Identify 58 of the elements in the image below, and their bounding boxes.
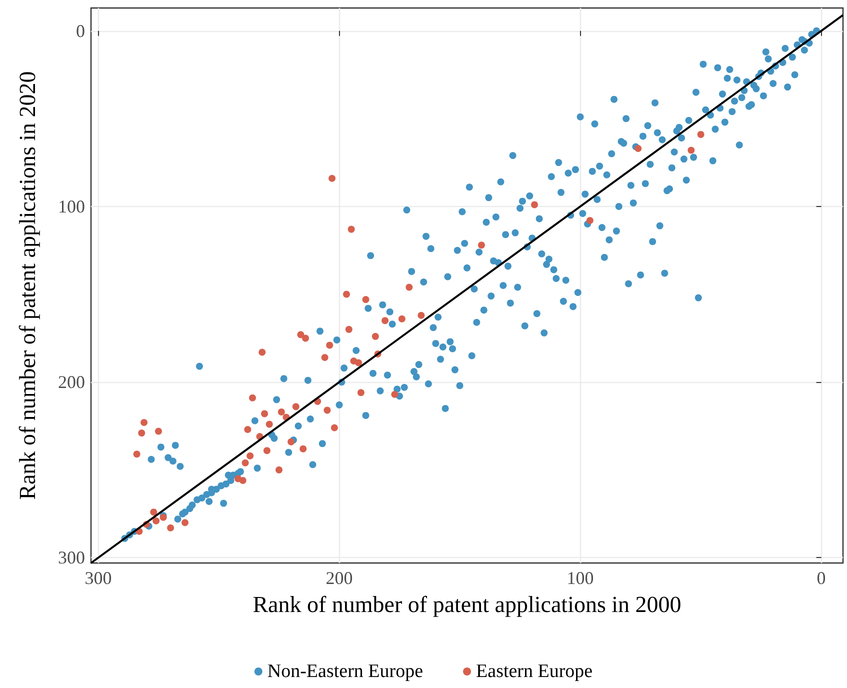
y-axis-title: Rank of number of patent applications in 2020 <box>15 71 40 500</box>
legend-label: Non-Eastern Europe <box>267 661 424 682</box>
point <box>150 508 158 516</box>
x-tick-label: 300 <box>84 568 112 588</box>
point <box>278 408 285 416</box>
y-tick-label: 100 <box>58 196 85 216</box>
point <box>530 201 538 208</box>
point <box>418 312 425 319</box>
x-tick-label: 0 <box>816 568 826 588</box>
point <box>292 403 300 410</box>
point <box>357 389 364 396</box>
point <box>302 334 310 342</box>
y-tick-label: 0 <box>76 20 85 41</box>
point <box>330 424 338 432</box>
point <box>140 418 148 426</box>
y-tick-label: 200 <box>58 372 85 392</box>
point <box>321 354 328 362</box>
x-tick-label: 200 <box>326 568 353 588</box>
x-axis-title: Rank of number of patent applications in 2000 <box>252 592 682 617</box>
point <box>182 519 188 526</box>
point <box>372 332 379 340</box>
point <box>362 296 370 304</box>
point <box>382 317 389 324</box>
point <box>244 426 252 434</box>
point <box>246 452 254 460</box>
point <box>276 466 282 474</box>
point <box>348 226 355 233</box>
point <box>478 242 485 249</box>
point <box>266 420 273 428</box>
point <box>239 476 246 484</box>
legend-label: Eastern Europe <box>476 661 593 682</box>
point <box>300 445 307 452</box>
point <box>328 174 336 182</box>
point <box>167 524 174 532</box>
point <box>248 394 256 402</box>
point <box>324 406 331 414</box>
point <box>326 342 334 349</box>
point <box>391 390 398 398</box>
point <box>258 348 266 356</box>
point <box>261 410 268 418</box>
point <box>152 517 160 524</box>
x-tick-label: 100 <box>566 568 594 588</box>
point <box>345 326 352 333</box>
point <box>297 331 304 338</box>
point <box>697 130 704 138</box>
point <box>133 450 140 458</box>
point <box>342 290 350 298</box>
y-tick-label: 300 <box>58 548 85 568</box>
point <box>138 430 146 437</box>
point <box>634 145 642 152</box>
point <box>406 284 413 291</box>
point <box>355 359 362 366</box>
point <box>242 459 249 466</box>
point <box>154 428 162 435</box>
point <box>263 447 270 454</box>
point <box>398 315 406 322</box>
point <box>586 217 594 224</box>
point <box>688 146 695 154</box>
